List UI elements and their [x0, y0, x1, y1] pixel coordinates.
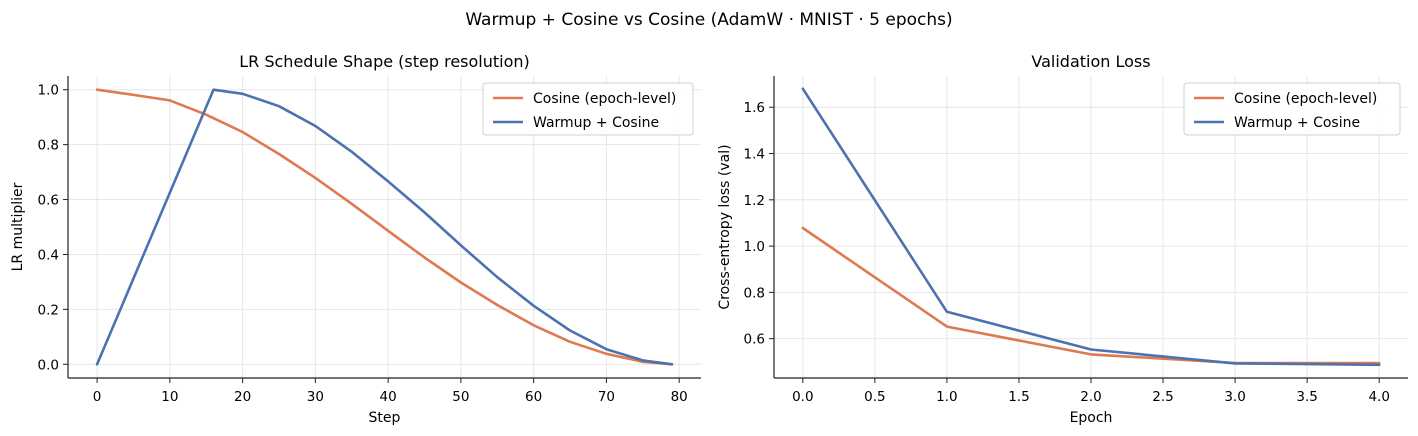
- x-tick-label: 0: [93, 389, 102, 405]
- data-point: [1234, 362, 1236, 364]
- y-tick-label: 1.6: [744, 100, 765, 116]
- legend-label: Cosine (epoch-level): [1234, 91, 1377, 107]
- y-tick-label: 1.0: [38, 83, 59, 99]
- data-point: [241, 93, 243, 95]
- data-point: [802, 88, 804, 90]
- x-tick-label: 20: [234, 389, 251, 405]
- data-point: [642, 359, 644, 361]
- data-point: [496, 276, 498, 278]
- x-tick-label: 80: [671, 389, 688, 405]
- y-tick-label: 0.6: [38, 193, 59, 209]
- x-tick-label: 2.0: [1080, 389, 1101, 405]
- data-point: [532, 324, 534, 326]
- data-point: [496, 304, 498, 306]
- data-point: [671, 363, 673, 365]
- chart-title: LR Schedule Shape (step resolution): [239, 52, 530, 71]
- series-line-cosine: [95, 88, 674, 366]
- data-point: [460, 244, 462, 246]
- data-point: [569, 341, 571, 343]
- data-point: [212, 89, 214, 91]
- x-tick-label: 60: [525, 389, 542, 405]
- data-point: [278, 105, 280, 107]
- data-point: [460, 281, 462, 283]
- legend-label: Cosine (epoch-level): [533, 91, 676, 107]
- data-point: [96, 363, 98, 365]
- data-point: [1378, 364, 1380, 366]
- x-tick-label: 0.5: [864, 389, 885, 405]
- data-point: [423, 256, 425, 258]
- x-tick-label: 70: [598, 389, 615, 405]
- x-tick-label: 40: [380, 389, 397, 405]
- y-tick-label: 0.8: [38, 138, 59, 154]
- data-point: [1090, 353, 1092, 355]
- y-tick-label: 1.0: [744, 239, 765, 255]
- x-tick-label: 1.0: [936, 389, 957, 405]
- x-axis-label: Epoch: [1070, 410, 1113, 426]
- x-tick-label: 2.5: [1152, 389, 1173, 405]
- data-point: [946, 325, 948, 327]
- x-tick-label: 3.0: [1224, 389, 1245, 405]
- chart-title: Validation Loss: [1031, 52, 1150, 71]
- x-tick-label: 50: [452, 389, 469, 405]
- x-axis-label: Step: [369, 410, 401, 426]
- x-tick-label: 10: [161, 389, 178, 405]
- legend-box: [1183, 82, 1401, 136]
- data-point: [205, 114, 207, 116]
- data-point: [351, 151, 353, 153]
- legend-label: Warmup + Cosine: [533, 115, 659, 131]
- data-point: [241, 131, 243, 133]
- x-tick-label: 1.5: [1008, 389, 1029, 405]
- figure-suptitle: Warmup + Cosine vs Cosine (AdamW · MNIST…: [465, 10, 952, 30]
- x-tick-label: 3.5: [1296, 389, 1317, 405]
- data-point: [1090, 348, 1092, 350]
- data-point: [423, 211, 425, 213]
- y-tick-label: 0.0: [38, 357, 59, 373]
- data-point: [605, 348, 607, 350]
- x-tick-label: 4.0: [1368, 389, 1389, 405]
- data-point: [132, 94, 134, 96]
- data-point: [532, 305, 534, 307]
- y-tick-label: 0.6: [744, 332, 765, 348]
- series-line-warmup-cosine: [801, 87, 1381, 367]
- data-point: [605, 353, 607, 355]
- data-point: [351, 203, 353, 205]
- y-tick-label: 0.8: [744, 285, 765, 301]
- x-tick-label: 0.0: [792, 389, 813, 405]
- data-point: [169, 99, 171, 101]
- data-point: [946, 311, 948, 313]
- data-point: [314, 177, 316, 179]
- y-tick-label: 1.4: [744, 147, 765, 163]
- legend-label: Warmup + Cosine: [1234, 115, 1360, 131]
- data-point: [387, 180, 389, 182]
- y-axis-label: LR multiplier: [10, 182, 26, 271]
- y-axis-label: Cross-entropy loss (val): [717, 144, 733, 309]
- data-point: [569, 329, 571, 331]
- legend-box: [482, 82, 694, 136]
- y-tick-label: 0.4: [38, 247, 59, 263]
- x-tick-label: 30: [307, 389, 324, 405]
- lr-schedule-panel: 0 10 20 30 40 50 60 70 80 0.0 0.2 0.4 0.6 0.8 1.0 LR Sc…: [10, 52, 701, 426]
- y-tick-label: 1.2: [744, 193, 765, 209]
- validation-loss-panel: 0.0 0.5 1.0 1.5 2.0 2.5 3.0 3.5 4.0 0.6 0.8 1.0 1.2 1…: [717, 52, 1408, 426]
- data-point: [278, 153, 280, 155]
- y-tick-label: 0.2: [38, 302, 59, 318]
- data-point: [387, 230, 389, 232]
- data-point: [314, 125, 316, 127]
- data-point: [802, 227, 804, 229]
- data-point: [96, 89, 98, 91]
- series-line-warmup-cosine: [95, 88, 674, 366]
